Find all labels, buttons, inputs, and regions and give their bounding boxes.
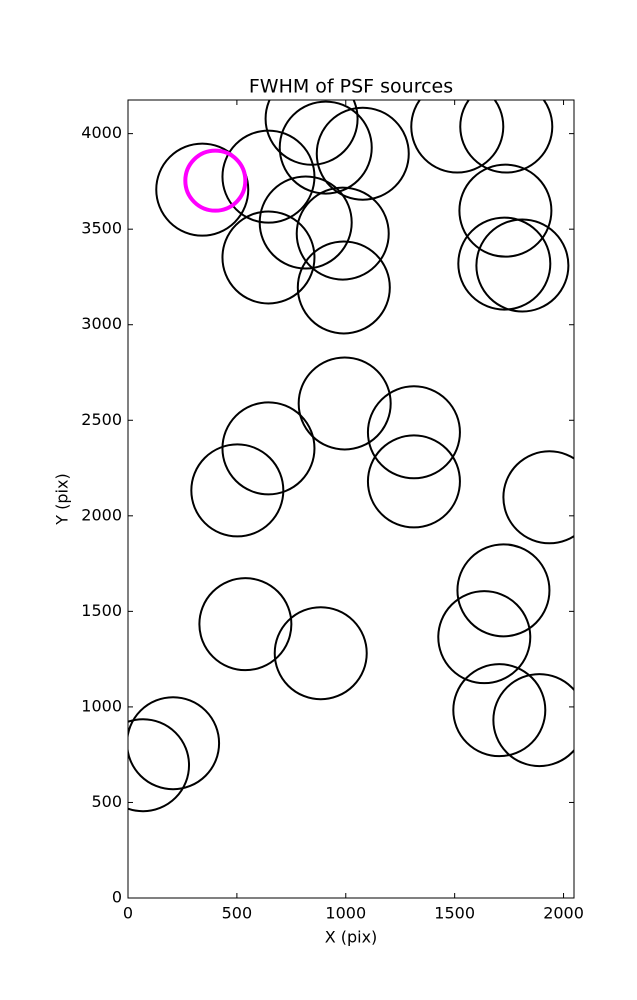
- y-tick-label: 3500: [81, 219, 122, 238]
- source-circle: [492, 673, 574, 768]
- source-circle: [410, 100, 505, 174]
- source-circle: [278, 100, 373, 195]
- source-circle: [273, 606, 368, 701]
- source-circle: [297, 356, 392, 451]
- source-circle: [296, 240, 391, 335]
- x-tick-label: 1000: [325, 904, 366, 923]
- y-tick-label: 1000: [81, 696, 122, 715]
- source-circle: [198, 577, 293, 672]
- x-tick-label: 2000: [543, 904, 584, 923]
- source-circle: [155, 142, 250, 237]
- source-circle: [190, 443, 285, 538]
- source-circle: [437, 590, 532, 685]
- y-tick-label: 0: [112, 888, 122, 907]
- source-circle: [452, 663, 547, 758]
- source-circle: [366, 434, 461, 529]
- source-circle: [183, 148, 248, 213]
- source-circle: [128, 718, 191, 813]
- y-tick-label: 4000: [81, 123, 122, 142]
- y-tick-label: 2500: [81, 410, 122, 429]
- chart-title: FWHM of PSF sources: [249, 76, 453, 98]
- source-circle: [502, 450, 574, 545]
- source-circle: [264, 100, 359, 166]
- source-circle: [366, 385, 461, 480]
- source-circle: [221, 210, 316, 305]
- source-circle: [258, 175, 353, 270]
- x-tick-label: 1500: [434, 904, 475, 923]
- source-circle: [459, 100, 554, 174]
- y-axis-label: Y (pix): [53, 473, 72, 525]
- source-circle: [315, 106, 410, 201]
- source-circle: [458, 163, 553, 258]
- marks: [128, 100, 574, 813]
- source-circle: [456, 543, 551, 638]
- source-circle: [475, 218, 570, 313]
- y-tick-label: 2000: [81, 505, 122, 524]
- x-axis-label: X (pix): [325, 928, 378, 947]
- source-circle: [295, 186, 390, 281]
- y-tick-label: 3000: [81, 314, 122, 333]
- x-tick-label: 500: [222, 904, 253, 923]
- x-tick-label: 0: [123, 904, 133, 923]
- y-tick-label: 1500: [81, 601, 122, 620]
- source-circle: [221, 401, 316, 496]
- source-circle: [457, 216, 552, 311]
- y-tick-label: 500: [91, 792, 122, 811]
- source-circle: [128, 696, 221, 791]
